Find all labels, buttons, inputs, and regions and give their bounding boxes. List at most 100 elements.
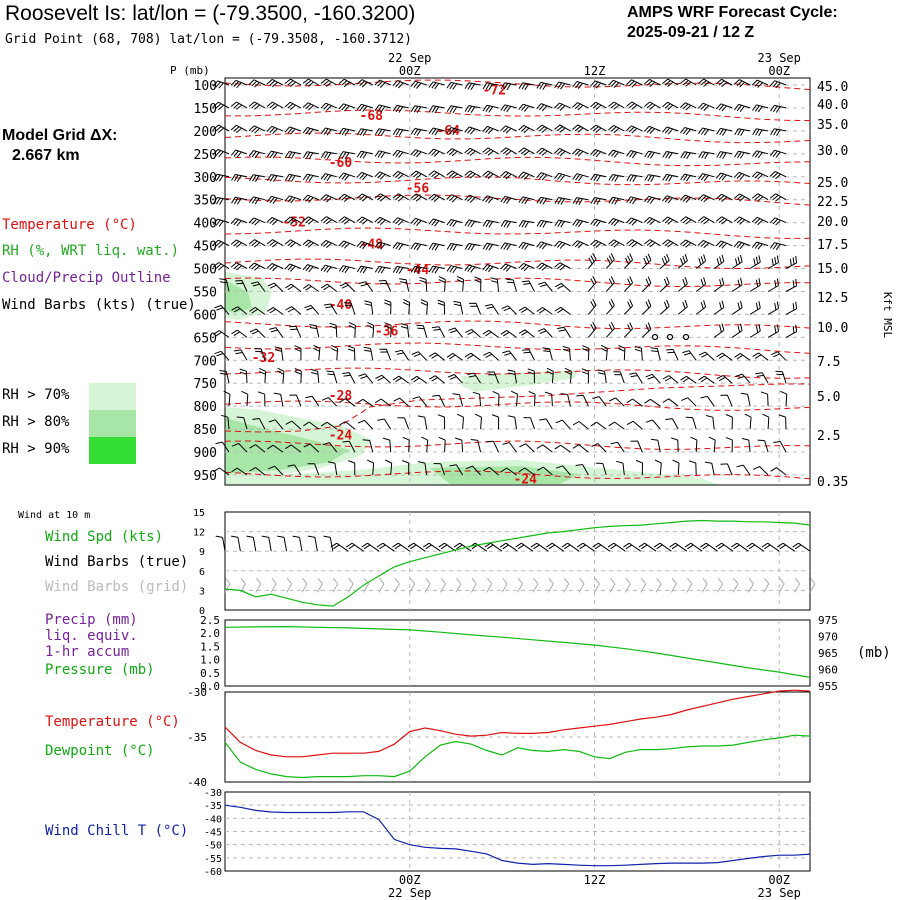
pressure-tick-label: 450 (194, 240, 217, 255)
wind-barb (695, 254, 707, 269)
legend-rh90-swatch (89, 437, 136, 464)
wind-barb (294, 368, 302, 384)
wind-barb (392, 149, 409, 158)
wind-barb (733, 171, 751, 181)
wind-barb (230, 262, 248, 271)
wind-barb (536, 219, 553, 228)
legend-wind-barbs: Wind Barbs (kts) (true) (2, 297, 196, 313)
wind-barb (266, 78, 284, 88)
wind-barb (362, 439, 374, 453)
wind-barb (212, 218, 230, 227)
wind-barb (385, 459, 393, 476)
wind-barb (358, 281, 374, 292)
wind-barb (248, 79, 266, 88)
wind-barb (266, 216, 284, 226)
wind-barb (518, 82, 535, 91)
windchill-tick-label: -50 (204, 841, 222, 852)
wind-barb (645, 419, 661, 430)
wind-barb (364, 300, 374, 315)
wind-barb (608, 174, 625, 182)
wind-barb (716, 151, 733, 159)
wind-barb (285, 283, 302, 292)
wind-barb (590, 421, 607, 430)
rh-shade-2 (462, 370, 578, 392)
wind-barb (751, 150, 769, 159)
wind-barb (662, 239, 679, 248)
wind-barb (446, 265, 463, 274)
wind10-barb-grid (794, 577, 801, 593)
wind10-barb-grid (486, 577, 493, 593)
wind-barb (378, 280, 392, 292)
temp-label: Temperature (°C) (45, 714, 180, 730)
isotherm-label: -44 (406, 263, 430, 278)
wind-barb (446, 148, 463, 157)
wind-barb (274, 346, 284, 361)
wind-barb (412, 396, 428, 407)
wind-barb (644, 398, 661, 407)
isotherm-label: -36 (375, 324, 399, 339)
wind-barb (464, 126, 481, 135)
wind-barb (438, 276, 446, 292)
wind-barb (219, 370, 230, 384)
wind-barb (572, 219, 589, 228)
wind-barb (608, 101, 625, 110)
wind-barb (446, 352, 463, 361)
wind-barb (697, 216, 715, 225)
wind10-barb-grid (440, 577, 446, 593)
wind10-barb-grid (470, 577, 477, 593)
wind-barb (626, 101, 643, 110)
wind-barb (392, 128, 409, 137)
wind-barb (715, 103, 733, 112)
wind-barb (518, 306, 535, 315)
wind10-barb-true (330, 542, 349, 552)
wind-barb (500, 171, 517, 180)
wind-barb (682, 350, 697, 361)
wind10-barb-true (392, 542, 410, 552)
wind-barb (469, 302, 482, 315)
wind-barb (554, 444, 571, 453)
wind-barb (432, 394, 446, 407)
wind10-barb-grid (332, 577, 339, 593)
wind-barb (377, 418, 392, 430)
wind-barb (356, 193, 374, 202)
wind-barb (518, 262, 535, 272)
wind-barb (733, 216, 751, 225)
wind-barb (629, 372, 643, 384)
wind-barb (785, 301, 798, 315)
wind-barb (268, 327, 284, 338)
wind-barb (770, 128, 787, 137)
wind-barb (770, 467, 787, 476)
wind10-barb-grid (563, 577, 570, 593)
wind-barb (590, 80, 607, 89)
wind-barb (785, 324, 798, 338)
wind-barb (428, 105, 445, 114)
wind-barb (536, 307, 553, 315)
wind-barb (785, 255, 798, 269)
wind10-barb-grid (701, 577, 708, 593)
wind-barb (330, 344, 339, 361)
wind-barb (411, 351, 428, 361)
wind10-barb-grid (224, 577, 231, 593)
wind-barb (502, 350, 517, 361)
wind-barb (223, 390, 231, 407)
wind-barb (572, 421, 589, 430)
wind-barb (749, 255, 761, 269)
wind10-tick-label: 0 (199, 606, 205, 617)
wind-barb (338, 103, 355, 112)
wind-barb (715, 172, 733, 181)
wind10-title: Wind at 10 m (18, 510, 91, 521)
wind-barb (433, 463, 446, 476)
wind10-barb-true (484, 542, 503, 552)
wind10-barb-grid (517, 577, 523, 593)
wind-barb (608, 218, 625, 227)
wind-barb (392, 80, 409, 89)
wind-barb (536, 466, 553, 476)
precip-pressure-panel: 2.52.01.51.00.50.0 975 970 965 960 955 (mb) (200, 614, 891, 693)
precip-tick-label: 2.5 (200, 614, 220, 627)
wind-barb (626, 239, 643, 248)
wind-barb (680, 216, 697, 225)
wind-barb (734, 352, 751, 361)
wind-barb (592, 396, 607, 407)
pressure-tick-label: 600 (194, 308, 217, 323)
wind10-barb-true (231, 535, 241, 552)
